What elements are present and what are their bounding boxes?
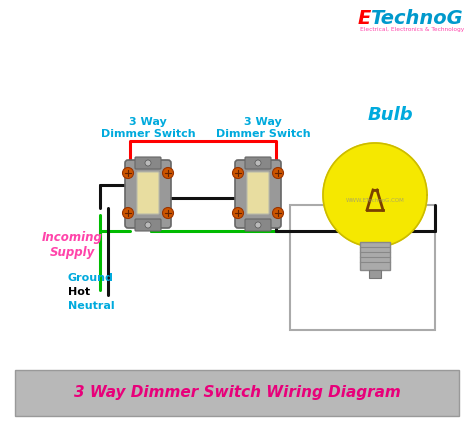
Text: Incoming
Supply: Incoming Supply xyxy=(42,231,102,259)
Text: Ground: Ground xyxy=(68,273,114,283)
Circle shape xyxy=(163,207,173,219)
Circle shape xyxy=(122,207,134,219)
FancyBboxPatch shape xyxy=(137,172,159,214)
Text: 3 Way Dimmer Switch Wiring Diagram: 3 Way Dimmer Switch Wiring Diagram xyxy=(73,386,401,400)
FancyBboxPatch shape xyxy=(245,157,271,169)
Text: E: E xyxy=(358,9,371,28)
Text: Hot: Hot xyxy=(68,287,90,297)
Circle shape xyxy=(273,207,283,219)
Bar xyxy=(360,242,390,270)
Text: Bulb: Bulb xyxy=(367,106,413,124)
FancyBboxPatch shape xyxy=(245,219,271,231)
Text: Neutral: Neutral xyxy=(68,301,115,311)
Text: 3 Way
Dimmer Switch: 3 Way Dimmer Switch xyxy=(100,117,195,139)
Text: WWW.ETechnoG.COM: WWW.ETechnoG.COM xyxy=(346,198,404,202)
Text: 3 Way
Dimmer Switch: 3 Way Dimmer Switch xyxy=(216,117,310,139)
Bar xyxy=(290,205,435,330)
FancyBboxPatch shape xyxy=(247,172,269,214)
FancyBboxPatch shape xyxy=(125,160,171,228)
Text: TechnoG: TechnoG xyxy=(370,9,463,28)
Circle shape xyxy=(233,207,244,219)
Circle shape xyxy=(145,222,151,228)
Polygon shape xyxy=(323,143,427,247)
Circle shape xyxy=(122,167,134,178)
Bar xyxy=(15,370,459,416)
Circle shape xyxy=(255,222,261,228)
Text: Electrical, Electronics & Technology: Electrical, Electronics & Technology xyxy=(360,28,464,32)
Circle shape xyxy=(145,160,151,166)
Circle shape xyxy=(233,167,244,178)
FancyBboxPatch shape xyxy=(135,219,161,231)
FancyBboxPatch shape xyxy=(135,157,161,169)
Circle shape xyxy=(255,160,261,166)
Bar xyxy=(369,270,381,278)
Circle shape xyxy=(273,167,283,178)
FancyBboxPatch shape xyxy=(235,160,281,228)
Circle shape xyxy=(163,167,173,178)
